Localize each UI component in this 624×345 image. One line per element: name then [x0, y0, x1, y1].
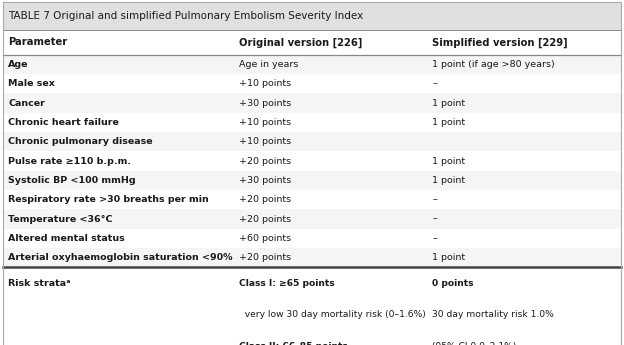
Text: 30 day mortality risk 1.0%: 30 day mortality risk 1.0% [432, 310, 554, 319]
Text: Age: Age [8, 60, 29, 69]
Text: Male sex: Male sex [8, 79, 55, 88]
Text: –: – [432, 195, 437, 204]
Text: –: – [432, 79, 437, 88]
Text: +10 points: +10 points [239, 137, 291, 146]
Text: +20 points: +20 points [239, 215, 291, 224]
Text: 1 point: 1 point [432, 99, 466, 108]
Text: Risk strataᵃ: Risk strataᵃ [8, 279, 71, 288]
Text: 1 point: 1 point [432, 118, 466, 127]
Text: Systolic BP <100 mmHg: Systolic BP <100 mmHg [8, 176, 136, 185]
Text: 1 point (if age >80 years): 1 point (if age >80 years) [432, 60, 555, 69]
Text: 1 point: 1 point [432, 157, 466, 166]
Text: Age in years: Age in years [239, 60, 298, 69]
FancyBboxPatch shape [3, 132, 621, 151]
FancyBboxPatch shape [3, 74, 621, 93]
Text: (95% CI 0.0–2.1%): (95% CI 0.0–2.1%) [432, 342, 517, 345]
Text: +10 points: +10 points [239, 118, 291, 127]
Text: 1 point: 1 point [432, 253, 466, 262]
Text: Altered mental status: Altered mental status [8, 234, 125, 243]
Text: Class II: 66–85 points: Class II: 66–85 points [239, 342, 348, 345]
Text: 1 point: 1 point [432, 176, 466, 185]
Text: Simplified version [229]: Simplified version [229] [432, 37, 568, 48]
FancyBboxPatch shape [3, 248, 621, 267]
Text: Cancer: Cancer [8, 99, 45, 108]
Text: Arterial oxyhaemoglobin saturation <90%: Arterial oxyhaemoglobin saturation <90% [8, 253, 233, 262]
Text: Respiratory rate >30 breaths per min: Respiratory rate >30 breaths per min [8, 195, 209, 204]
Text: Chronic pulmonary disease: Chronic pulmonary disease [8, 137, 153, 146]
Text: +20 points: +20 points [239, 195, 291, 204]
Text: Original version [226]: Original version [226] [239, 37, 363, 48]
FancyBboxPatch shape [3, 55, 621, 74]
FancyBboxPatch shape [3, 209, 621, 229]
Text: TABLE 7 Original and simplified Pulmonary Embolism Severity Index: TABLE 7 Original and simplified Pulmonar… [8, 11, 363, 21]
Text: +30 points: +30 points [239, 99, 291, 108]
Text: Parameter: Parameter [8, 38, 67, 47]
FancyBboxPatch shape [3, 171, 621, 190]
Text: Pulse rate ≥110 b.p.m.: Pulse rate ≥110 b.p.m. [8, 157, 131, 166]
Text: +10 points: +10 points [239, 79, 291, 88]
Text: –: – [432, 234, 437, 243]
Text: +20 points: +20 points [239, 157, 291, 166]
Text: 0 points: 0 points [432, 279, 474, 288]
Text: Chronic heart failure: Chronic heart failure [8, 118, 119, 127]
FancyBboxPatch shape [3, 151, 621, 171]
FancyBboxPatch shape [3, 93, 621, 113]
FancyBboxPatch shape [3, 30, 621, 55]
Text: +60 points: +60 points [239, 234, 291, 243]
Text: very low 30 day mortality risk (0–1.6%): very low 30 day mortality risk (0–1.6%) [239, 310, 426, 319]
Text: +20 points: +20 points [239, 253, 291, 262]
Text: Temperature <36°C: Temperature <36°C [8, 215, 112, 224]
FancyBboxPatch shape [3, 2, 621, 30]
Text: Class I: ≥65 points: Class I: ≥65 points [239, 279, 334, 288]
FancyBboxPatch shape [3, 267, 621, 345]
FancyBboxPatch shape [3, 190, 621, 209]
FancyBboxPatch shape [3, 113, 621, 132]
Text: +30 points: +30 points [239, 176, 291, 185]
FancyBboxPatch shape [3, 229, 621, 248]
Text: –: – [432, 215, 437, 224]
